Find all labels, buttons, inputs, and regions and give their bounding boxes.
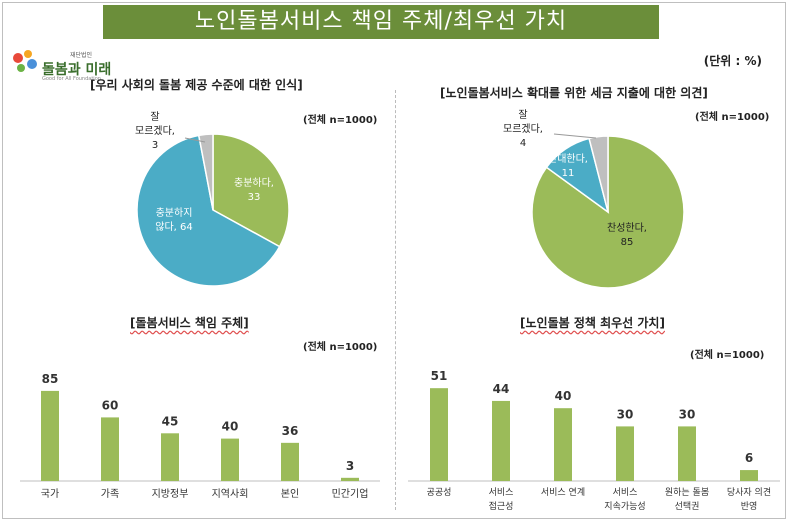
bar <box>492 400 510 481</box>
bar-category-label: 지역사회 <box>212 488 249 500</box>
bar <box>430 388 448 481</box>
bar-value-label: 30 <box>679 407 696 421</box>
pie-slice-label: 잘 모르겠다, 4 <box>503 109 543 149</box>
foundation-logo: 재단법인 돌봄과 미래 Good for All Foundation <box>8 46 118 82</box>
bar <box>678 426 696 481</box>
bar <box>41 390 59 481</box>
bar-category-label: 지방정부 <box>152 488 189 500</box>
pie-slice-label: 반대한다, 11 <box>548 153 588 179</box>
pie2-title: [노인돌봄서비스 확대를 위한 세금 지출에 대한 의견] <box>440 86 708 100</box>
bar-value-label: 6 <box>745 451 753 465</box>
pie-slice <box>212 133 290 248</box>
pie-leader-line <box>184 137 206 143</box>
bar-category-label: 당사자 의견 반영 <box>727 486 771 512</box>
pie-slice-label: 찬성한다, 85 <box>607 222 647 248</box>
pie-slice <box>588 135 609 213</box>
pie-slice <box>197 133 214 211</box>
bar-value-label: 85 <box>42 372 59 386</box>
logo-small-text: 재단법인 <box>70 52 93 59</box>
bar-value-label: 40 <box>555 389 572 403</box>
bar-category-label: 서비스 연계 <box>541 486 585 498</box>
pie-leader-line <box>553 133 597 139</box>
bar <box>161 433 179 481</box>
bar-value-label: 60 <box>102 398 119 412</box>
bar2-note: (전체 n=1000) <box>690 350 765 361</box>
bar-category-label: 민간기업 <box>332 487 369 500</box>
pie-slice-label: 잘 모르겠다, 3 <box>135 111 175 151</box>
bar <box>740 470 758 481</box>
bar-category-label: 공공성 <box>427 487 452 498</box>
bar-category-label: 서비스 지속가능성 <box>604 487 645 512</box>
banner-title: 노인돌봄서비스 책임 주체/최우선 가치 <box>103 5 659 39</box>
bar2-title: [노인돌봄 정책 최우선 가치] <box>520 316 665 330</box>
logo-mark-icon <box>13 50 37 72</box>
bar-value-label: 45 <box>162 414 179 428</box>
bar-value-label: 3 <box>346 459 354 473</box>
bar-value-label: 36 <box>282 424 299 438</box>
pie-slice-label: 충분하지 않다, 64 <box>155 206 192 233</box>
bar <box>341 477 359 481</box>
bar-category-label: 본인 <box>281 488 299 500</box>
panel-divider <box>395 90 396 510</box>
unit-label: (단위 : %) <box>703 54 762 68</box>
logo-tagline: Good for All Foundation <box>42 76 101 82</box>
pie1-title: [우리 사회의 돌봄 제공 수준에 대한 인식] <box>90 78 303 92</box>
pie-slice <box>136 134 281 287</box>
bar-value-label: 44 <box>493 382 510 396</box>
bar <box>101 417 119 481</box>
bar <box>616 426 634 481</box>
pie2-note: (전체 n=1000) <box>695 112 770 123</box>
bar <box>281 442 299 481</box>
pie-slice-label: 충분하다, 33 <box>234 176 274 203</box>
pie1-note: (전체 n=1000) <box>303 115 378 126</box>
bar-value-label: 30 <box>617 407 634 421</box>
bar-value-label: 40 <box>222 420 239 434</box>
bar <box>221 438 239 481</box>
bar1-note: (전체 n=1000) <box>303 342 378 353</box>
logo-name: 돌봄과 미래 <box>42 62 112 78</box>
bar1-title: [돌봄서비스 책임 주체] <box>130 316 249 330</box>
bar-category-label: 서비스 접근성 <box>489 487 514 512</box>
bar-value-label: 51 <box>431 369 448 383</box>
bar <box>554 408 572 481</box>
bar-category-label: 국가 <box>41 488 59 500</box>
bar-category-label: 원하는 돌봄 선택권 <box>665 487 709 512</box>
bar-category-label: 가족 <box>101 488 119 500</box>
